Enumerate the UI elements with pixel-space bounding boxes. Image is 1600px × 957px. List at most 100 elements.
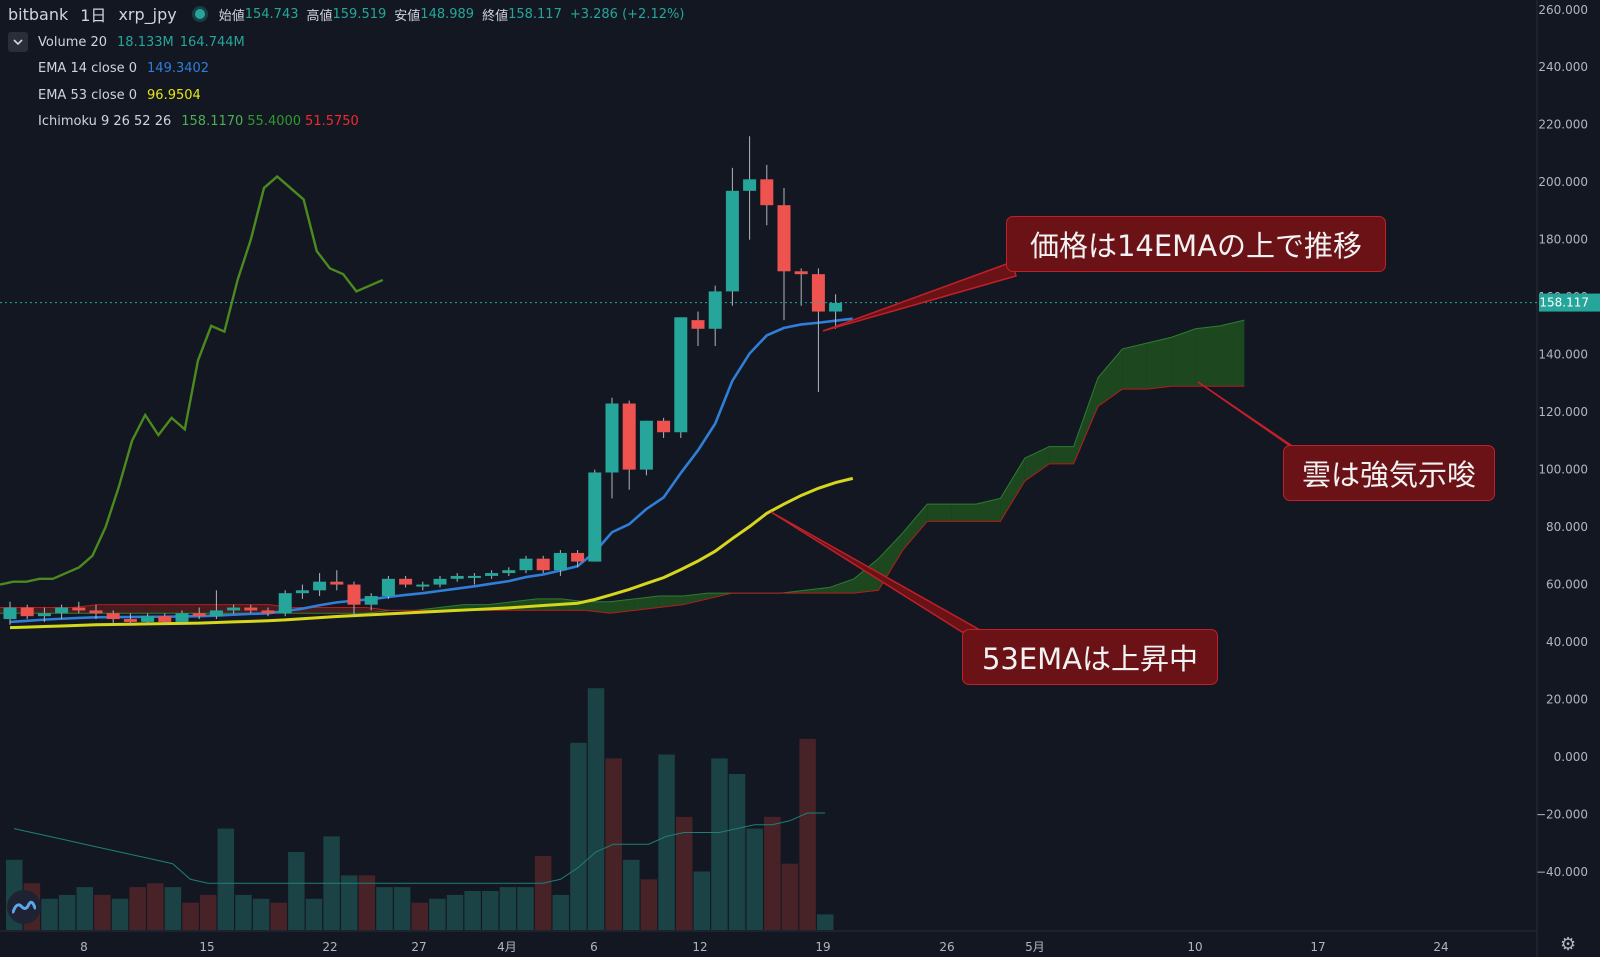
kumo-cloud-segment [610, 598, 635, 614]
volume-bar [675, 816, 693, 930]
current-price-label: 158.117 [1539, 296, 1589, 310]
x-axis-tick-label: 12 [692, 940, 707, 954]
y-axis-tick-label: 140.000 [1538, 348, 1588, 362]
ohlc-open-label: 始値 [218, 8, 245, 24]
kumo-cloud-segment [1073, 377, 1098, 464]
legend-ichimoku[interactable]: Ichimoku 9 26 52 26 158.1170 55.4000 51.… [38, 111, 369, 131]
settings-gear-icon[interactable]: ⚙ [1560, 934, 1577, 955]
x-axis-tick-label: 8 [80, 940, 88, 954]
candle-body [467, 575, 481, 578]
candle-body [502, 570, 516, 574]
candle-body [347, 584, 361, 605]
kumo-cloud-segment [317, 607, 342, 614]
ohlc-high-label: 高値 [306, 8, 333, 24]
candle-body [261, 610, 275, 614]
legend-volume-value-2: 164.744M [179, 34, 245, 50]
candle-body [364, 596, 378, 605]
legend-collapse-button[interactable] [8, 32, 28, 52]
candle-body [485, 573, 499, 576]
x-axis-tick-label: 27 [411, 940, 426, 954]
volume-bar [570, 742, 587, 930]
interval-label[interactable]: 1日 [80, 6, 107, 25]
x-axis-tick-label: 22 [322, 940, 337, 954]
candle-body [278, 593, 292, 614]
x-axis-tick-label: 26 [939, 940, 954, 954]
candle-body [158, 616, 172, 622]
candle-body [123, 619, 137, 622]
candle-body [553, 552, 567, 571]
kumo-cloud-segment [585, 601, 610, 614]
kumo-cloud-segment [146, 604, 171, 614]
kumo-cloud-segment [634, 596, 659, 611]
legend-ema53[interactable]: EMA 53 close 0 96.9504 [38, 85, 211, 105]
ohlc-close-label: 終値 [482, 8, 509, 24]
candle-body [674, 317, 688, 433]
candle-body [519, 558, 533, 571]
candle-body [450, 575, 464, 579]
candle-body [3, 607, 17, 620]
candle-body [141, 616, 155, 622]
volume-bar [587, 688, 605, 930]
kumo-cloud-segment [1000, 458, 1025, 522]
symbol-name[interactable]: xrp_jpy [118, 4, 177, 24]
legend-volume[interactable]: Volume 20 18.133M 164.744M [38, 32, 255, 52]
candle-body [794, 271, 808, 275]
annotation-callout-ema14[interactable]: 価格は14EMAの上で推移 [1006, 216, 1386, 272]
candle-body [381, 578, 395, 597]
y-axis-tick-label: 240.000 [1538, 60, 1588, 74]
volume-bar [235, 894, 252, 930]
kumo-cloud-segment [122, 604, 147, 614]
annotation-callout-cloud[interactable]: 雲は強気示唆 [1283, 445, 1495, 501]
y-axis-tick-label: 180.000 [1538, 233, 1588, 247]
candle-body [708, 291, 722, 329]
volume-bar [376, 887, 393, 930]
volume-bar [552, 894, 570, 930]
exchange-name[interactable]: bitbank [8, 4, 69, 24]
kumo-cloud-segment [1220, 320, 1245, 387]
volume-bar [217, 828, 235, 930]
x-axis-tick-label: 15 [199, 940, 214, 954]
tradingview-logo-icon[interactable] [7, 890, 41, 924]
candle-body [622, 403, 636, 470]
kumo-cloud-segment [170, 604, 196, 614]
kumo-cloud-segment [927, 504, 952, 522]
volume-bar [288, 852, 305, 930]
ohlc-high-value: 159.519 [332, 6, 387, 22]
legend-volume-value-1: 18.133M [117, 34, 174, 50]
volume-bar [76, 887, 94, 930]
x-axis-tick-label: 5月 [1025, 940, 1045, 954]
candle-body [571, 552, 585, 562]
legend-ichimoku-value-2: 55.4000 [247, 113, 302, 129]
candle-body [55, 607, 69, 614]
y-axis-tick-label: −40.000 [1536, 865, 1588, 879]
annotation-callout-ema53[interactable]: 53EMAは上昇中 [962, 629, 1218, 685]
legend-ema14-name: EMA 14 close 0 [38, 60, 138, 76]
candle-body [416, 584, 430, 587]
legend-ichimoku-value-1: 158.1170 [181, 113, 244, 129]
candle-body [536, 558, 550, 571]
y-axis-tick-label: 20.000 [1546, 693, 1588, 707]
kumo-span-a-line [0, 319, 1245, 614]
candle-body [399, 578, 413, 585]
candle-body [330, 581, 344, 585]
ohlc-open-value: 154.743 [244, 6, 299, 22]
volume-bar [129, 887, 146, 930]
x-axis-tick-label: 19 [815, 940, 830, 954]
legend-ichimoku-name: Ichimoku 9 26 52 26 [38, 113, 172, 129]
kumo-cloud-segment [976, 498, 1001, 522]
market-status-icon [194, 9, 205, 19]
candle-body [227, 607, 241, 611]
volume-bar [781, 863, 799, 930]
candle-body [588, 472, 602, 562]
volume-bar [182, 902, 199, 930]
y-axis-tick-label: 260.000 [1538, 3, 1588, 17]
candle-body [725, 190, 739, 292]
volume-bar [816, 914, 834, 930]
volume-bar [728, 774, 746, 930]
legend-ema14[interactable]: EMA 14 close 0 149.3402 [38, 58, 219, 78]
kumo-cloud-segment [97, 604, 122, 614]
volume-bar [446, 894, 464, 930]
kumo-cloud-segment [1195, 325, 1220, 387]
ema53-line [9, 476, 854, 630]
volume-bar [41, 898, 58, 930]
